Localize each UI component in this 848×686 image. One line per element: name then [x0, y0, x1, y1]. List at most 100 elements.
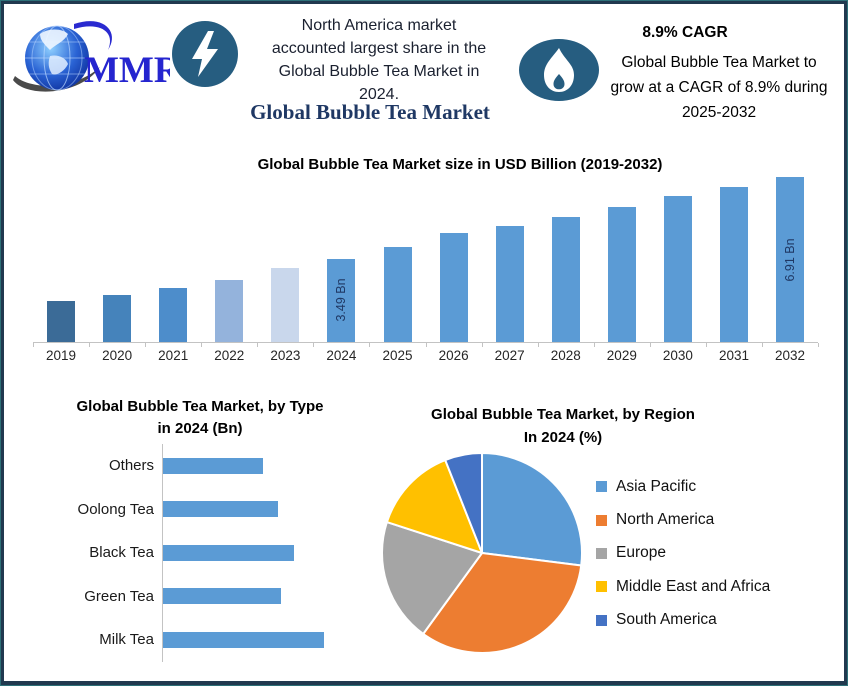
bar-value-label: 6.91 Bn [783, 237, 798, 282]
type-row: Black Tea [30, 531, 375, 575]
market-size-bar [159, 288, 188, 342]
type-bar [163, 501, 278, 518]
type-chart-title: Global Bubble Tea Market, by Type in 202… [76, 398, 324, 437]
market-size-bar: 3.49 Bn [327, 258, 356, 342]
page-title: Global Bubble Tea Market [250, 100, 490, 124]
legend-label: Middle East and Africa [616, 577, 771, 595]
flame-icon [519, 39, 599, 101]
axis-tick [369, 343, 371, 347]
pie-slice-middle-east-and-africa [385, 459, 483, 554]
market-size-bar [47, 301, 76, 342]
bar-column [426, 177, 482, 342]
pie-slice-south-america [444, 452, 483, 554]
x-axis-label: 2025 [382, 348, 413, 363]
axis-tick [145, 343, 147, 347]
market-size-bar [439, 233, 468, 342]
market-size-bar [719, 186, 748, 342]
legend-label: Europe [616, 544, 666, 562]
region-legend: Asia Pacific North America Europe Middle Ea… [596, 470, 770, 637]
type-chart-rows: Others Oolong Tea Black Tea Green Tea Milk T… [30, 444, 375, 662]
mmr-logo: MMR [13, 21, 170, 92]
x-axis-label: 2021 [158, 348, 189, 363]
x-axis-label: 2022 [214, 348, 245, 363]
type-row: Green Tea [30, 574, 375, 618]
x-axis-line [33, 342, 819, 347]
legend-item: South America [596, 604, 770, 637]
market-size-plot: 3.49 Bn 6.91 Bn [33, 177, 818, 342]
axis-tick [593, 343, 595, 347]
x-axis-label: 2031 [718, 348, 749, 363]
legend-item: Europe [596, 537, 770, 570]
type-category-label: Black Tea [89, 544, 154, 562]
legend-swatch [596, 581, 607, 593]
axis-tick [649, 343, 651, 347]
bar-column: 6.91 Bn [762, 177, 818, 342]
mmr-logo-text: MMR [84, 50, 170, 91]
market-size-bar [103, 295, 132, 342]
type-row: Oolong Tea [30, 487, 375, 531]
type-category-label: Oolong Tea [77, 500, 154, 518]
market-size-bar [663, 196, 692, 342]
axis-tick [481, 343, 483, 347]
legend-label: North America [616, 511, 715, 529]
market-size-axis-labels: 2019 2020 2021 2022 2023 2024 2025 2026 2027 2028… [33, 348, 818, 363]
axis-tick [761, 343, 763, 347]
bar-column [201, 177, 257, 342]
type-bar-zone [162, 574, 375, 618]
market-size-bar [215, 279, 244, 342]
bar-column [594, 177, 650, 342]
x-axis-label: 2020 [102, 348, 133, 363]
x-axis-label: 2023 [270, 348, 301, 363]
legend-label: South America [616, 611, 717, 629]
axis-tick [33, 343, 34, 347]
type-category-label: Green Tea [84, 587, 154, 605]
type-row: Milk Tea [30, 618, 375, 662]
bar-column [257, 177, 313, 342]
type-bar [163, 544, 294, 561]
type-bar-zone [162, 618, 375, 662]
lightning-icon [172, 21, 238, 87]
type-category-label: Milk Tea [99, 631, 154, 649]
axis-tick [705, 343, 707, 347]
x-axis-label: 2032 [775, 348, 806, 363]
region-pie-svg [380, 452, 583, 654]
x-axis-label: 2026 [438, 348, 469, 363]
pie-slice-asia-pacific [481, 452, 583, 567]
bar-column: 3.49 Bn [313, 177, 369, 342]
market-size-bar: 6.91 Bn [776, 177, 805, 342]
globe-icon [13, 21, 113, 92]
x-axis-label: 2027 [494, 348, 525, 363]
type-bar-zone [162, 531, 375, 575]
axis-tick [257, 343, 259, 347]
type-row: Others [30, 444, 375, 488]
legend-item: Asia Pacific [596, 470, 770, 503]
pie-slice-north-america [422, 552, 583, 654]
type-bar [163, 588, 282, 605]
axis-tick [201, 343, 203, 347]
legend-swatch [596, 614, 607, 626]
axis-tick [425, 343, 427, 347]
bar-value-label: 3.49 Bn [334, 278, 349, 322]
axis-tick [537, 343, 539, 347]
cagr-headline: 8.9% CAGR [642, 24, 728, 41]
axis-tick [313, 343, 315, 347]
bar-column [538, 177, 594, 342]
legend-swatch [596, 547, 607, 559]
market-size-bar [383, 246, 412, 342]
market-size-bar [607, 207, 636, 342]
bar-column [650, 177, 706, 342]
market-size-chart-title: Global Bubble Tea Market size in USD Bil… [257, 156, 663, 173]
legend-item: Middle East and Africa [596, 570, 770, 603]
market-size-bar [271, 268, 300, 342]
header-note: North America market accounted largest s… [271, 17, 487, 103]
x-axis-label: 2028 [550, 348, 581, 363]
axis-tick [818, 343, 819, 347]
region-chart-title: Global Bubble Tea Market, by Region In 2… [431, 406, 695, 446]
legend-swatch [596, 481, 607, 493]
bar-column [482, 177, 538, 342]
bar-column [89, 177, 145, 342]
x-axis-label: 2030 [662, 348, 693, 363]
type-bar-zone [162, 444, 375, 488]
legend-swatch [596, 514, 607, 526]
